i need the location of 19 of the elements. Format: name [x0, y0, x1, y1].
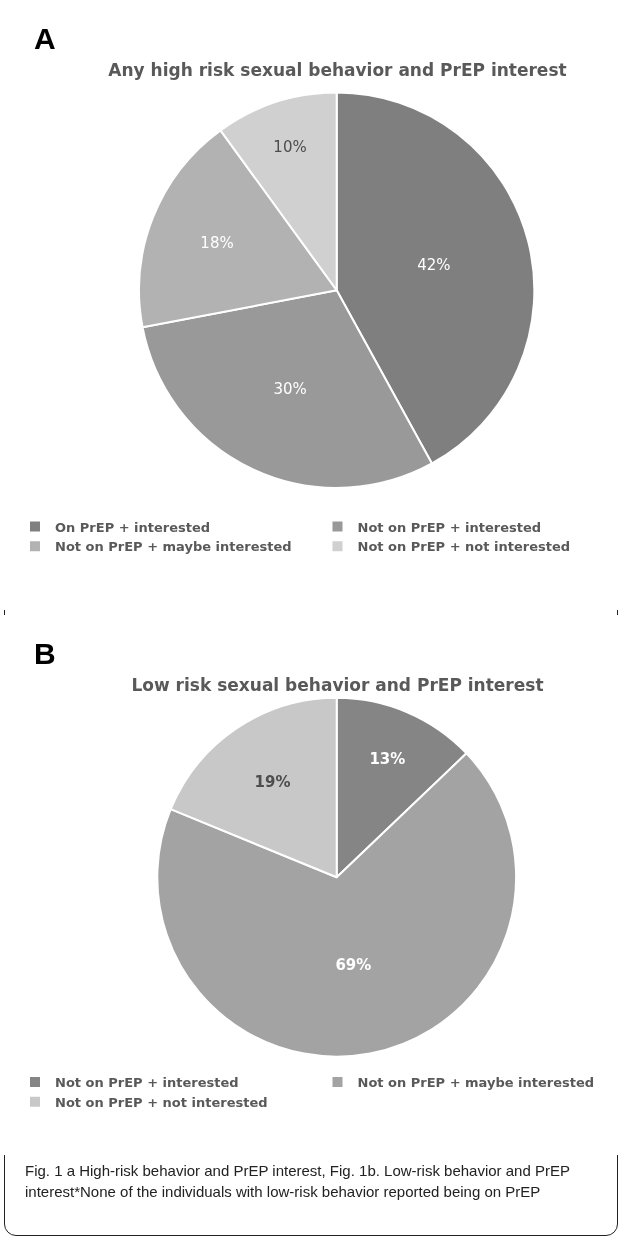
data-label: 18%: [200, 233, 234, 252]
text: B: [34, 637, 56, 671]
data-label: 69%: [335, 956, 372, 975]
caption: Fig. 1 a High-risk behavior and PrEP interest, Fig. 1b. Low-risk behavior and PrEP interest*None of the individuals with low-risk behavior reported being on PrEP: [25, 1161, 571, 1202]
legend-label: On PrEP + interested: [55, 519, 211, 535]
data-label: 30%: [273, 380, 307, 399]
legend-label: Not on PrEP + not interested: [55, 1094, 268, 1110]
data-label: 13%: [369, 749, 406, 768]
data-label: 42%: [417, 256, 451, 275]
data-label: 19%: [254, 772, 291, 791]
legend-label: Not on PrEP + maybe interested: [55, 539, 292, 555]
legend-label: Not on PrEP + interested: [55, 1075, 239, 1091]
legend-label: Not on PrEP + maybe interested: [357, 1075, 595, 1091]
chart-title: Low risk sexual behavior and PrEP interest: [131, 674, 544, 695]
legend-label: Not on PrEP + interested: [357, 519, 542, 535]
legend-label: Not on PrEP + not interested: [357, 539, 571, 555]
data-label: 10%: [273, 137, 307, 156]
text: A: [34, 22, 56, 56]
chart-title: Any high risk sexual behavior and PrEP interest: [108, 59, 567, 80]
